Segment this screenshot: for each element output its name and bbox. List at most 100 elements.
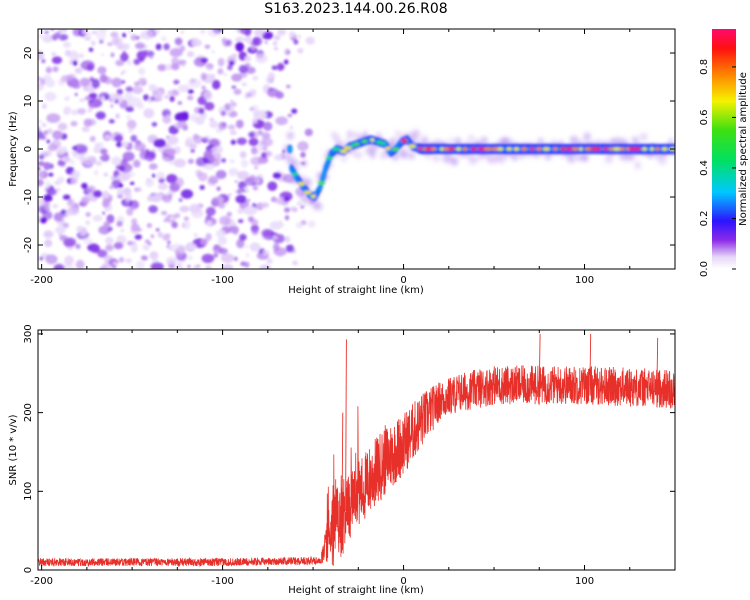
spectrogram-ridge-halo [630, 153, 636, 158]
spectrogram-noise-blob [111, 36, 123, 45]
spectrogram-noise-blob [118, 257, 125, 263]
spectrogram-ridge-hotspot [542, 147, 551, 151]
spectrogram-noise-blob [115, 113, 120, 119]
spectrogram-noise-blob [138, 67, 146, 76]
spectrogram-noise-blob [297, 48, 304, 54]
spectrogram-noise-blob [243, 205, 258, 216]
spectrogram-noise-blob [171, 221, 178, 229]
spectrogram-noise-blob [190, 39, 202, 47]
spectrogram-noise-blob [250, 156, 264, 166]
spectrogram-noise-blob [110, 31, 119, 38]
spectrogram-noise-blob [275, 90, 282, 96]
spectrogram-noise-blob [234, 256, 238, 261]
spectrogram-ridge-halo [372, 143, 380, 151]
spectrogram-noise-blob [47, 128, 53, 134]
spectrogram-ridge-hotspot [380, 141, 387, 146]
spectrogram-ridge-halo [370, 152, 376, 159]
spectrogram-noise-blob [142, 244, 150, 251]
spectrogram-noise-blob [265, 75, 273, 84]
spectrogram-noise-blob [48, 172, 54, 177]
spectrogram-noise-field [38, 29, 316, 269]
spectrogram-noise-blob [121, 80, 126, 84]
spectrogram-noise-blob [97, 249, 108, 258]
spectrogram-noise-blob [237, 170, 250, 180]
spectrogram-noise-blob [149, 251, 159, 260]
spectrogram-noise-blob [77, 108, 86, 115]
spectrogram-noise-blob [241, 189, 246, 193]
spectrogram-noise-blob [187, 255, 193, 261]
spectrogram-noise-blob [193, 233, 198, 238]
spectrogram-noise-blob [85, 212, 91, 217]
spectrogram-noise-blob [169, 48, 183, 57]
spectrogram-noise-blob [197, 172, 208, 182]
spectrogram-noise-blob [145, 149, 150, 154]
spectrogram-noise-blob [151, 194, 162, 203]
spectrogram-ridge-halo [452, 158, 458, 165]
spectrogram-noise-blob [130, 134, 138, 142]
spectrogram-noise-blob [236, 188, 242, 195]
spectrogram-noise-blob [91, 78, 100, 89]
spectrogram-ridge-halo [390, 137, 396, 143]
snr-y-ticks: 0 100 200 300 [23, 324, 675, 573]
spectrogram-noise-blob [131, 207, 136, 210]
spectrogram-noise-blob [162, 115, 172, 124]
spectrogram-noise-blob [38, 154, 45, 160]
spectrogram-ridge-halo [354, 151, 363, 159]
spectrogram-ridge-hotspot [370, 138, 375, 142]
spectrogram-noise-blob [251, 146, 258, 155]
spectrogram-noise-blob [127, 241, 132, 246]
spectrogram-noise-blob [38, 170, 46, 179]
spectrogram-ridge-halo [567, 155, 575, 164]
spectrogram-noise-blob [108, 226, 113, 232]
spectrogram-noise-blob [87, 185, 96, 194]
spectrogram-noise-blob [208, 175, 219, 184]
spectrogram-noise-blob [55, 226, 66, 234]
spectrogram-ridge-hotspot [620, 147, 625, 151]
spectrogram-noise-blob [269, 221, 283, 230]
spectrogram-noise-blob [169, 216, 175, 221]
spectrogram-noise-blob [71, 151, 76, 155]
spectrogram-ridge-hotspot [455, 147, 462, 151]
spectrogram-noise-blob [106, 214, 115, 224]
spectrogram-noise-blob [64, 255, 74, 266]
spectrogram-noise-blob [102, 199, 110, 208]
spectrogram-noise-blob [160, 36, 167, 42]
spectrogram-noise-blob [45, 180, 52, 188]
spectrogram-noise-blob [220, 110, 227, 117]
spectrogram-noise-blob [118, 183, 124, 188]
spectrogram-noise-blob [238, 65, 248, 74]
spectrogram-y-ticks: -20 -10 0 10 20 [23, 47, 675, 253]
spectrogram-ridge-hotspot [361, 139, 368, 144]
spectrogram-noise-blob [108, 258, 119, 267]
spectrogram-ridge-halo [333, 133, 340, 143]
spectrogram-noise-blob [273, 35, 281, 41]
snr-frame [37, 329, 676, 571]
spectrogram-noise-blob [116, 43, 123, 50]
spectrogram-noise-blob [111, 156, 122, 166]
spectrogram-noise-blob [125, 106, 134, 112]
spectrogram-noise-blob [275, 198, 284, 205]
spectrogram-noise-blob [207, 29, 220, 37]
spectrogram-noise-blob [231, 85, 237, 90]
spectrogram-ridge-hotspot [603, 147, 608, 151]
spectrogram-noise-blob [252, 186, 259, 191]
spectrogram-ridge-hotspot [506, 147, 512, 151]
spectrogram-ridge-hotspot [439, 147, 444, 151]
spectrogram-ridge-halo [313, 202, 323, 211]
spectrogram-noise-blob [215, 229, 226, 239]
spectrogram-noise-blob [173, 213, 181, 219]
spectrogram-noise-blob [232, 53, 238, 57]
spectrogram-noise-blob [100, 53, 105, 57]
spectrogram-ridge-hotspot [571, 147, 579, 151]
spectrogram-noise-blob [249, 242, 260, 252]
spectrogram-noise-blob [229, 130, 237, 136]
spectrogram-noise-blob [221, 37, 227, 44]
spectrogram-noise-blob [57, 160, 66, 167]
spectrogram-noise-blob [181, 63, 186, 67]
spectrogram-noise-blob [287, 50, 290, 54]
spectrogram-noise-blob [127, 30, 133, 34]
spectrogram-ridge-hotspot [497, 147, 504, 151]
snr-x-tick-label: 100 [575, 576, 594, 587]
spectrogram-noise-blob [169, 161, 173, 165]
spectrogram-noise-blob [248, 137, 259, 147]
